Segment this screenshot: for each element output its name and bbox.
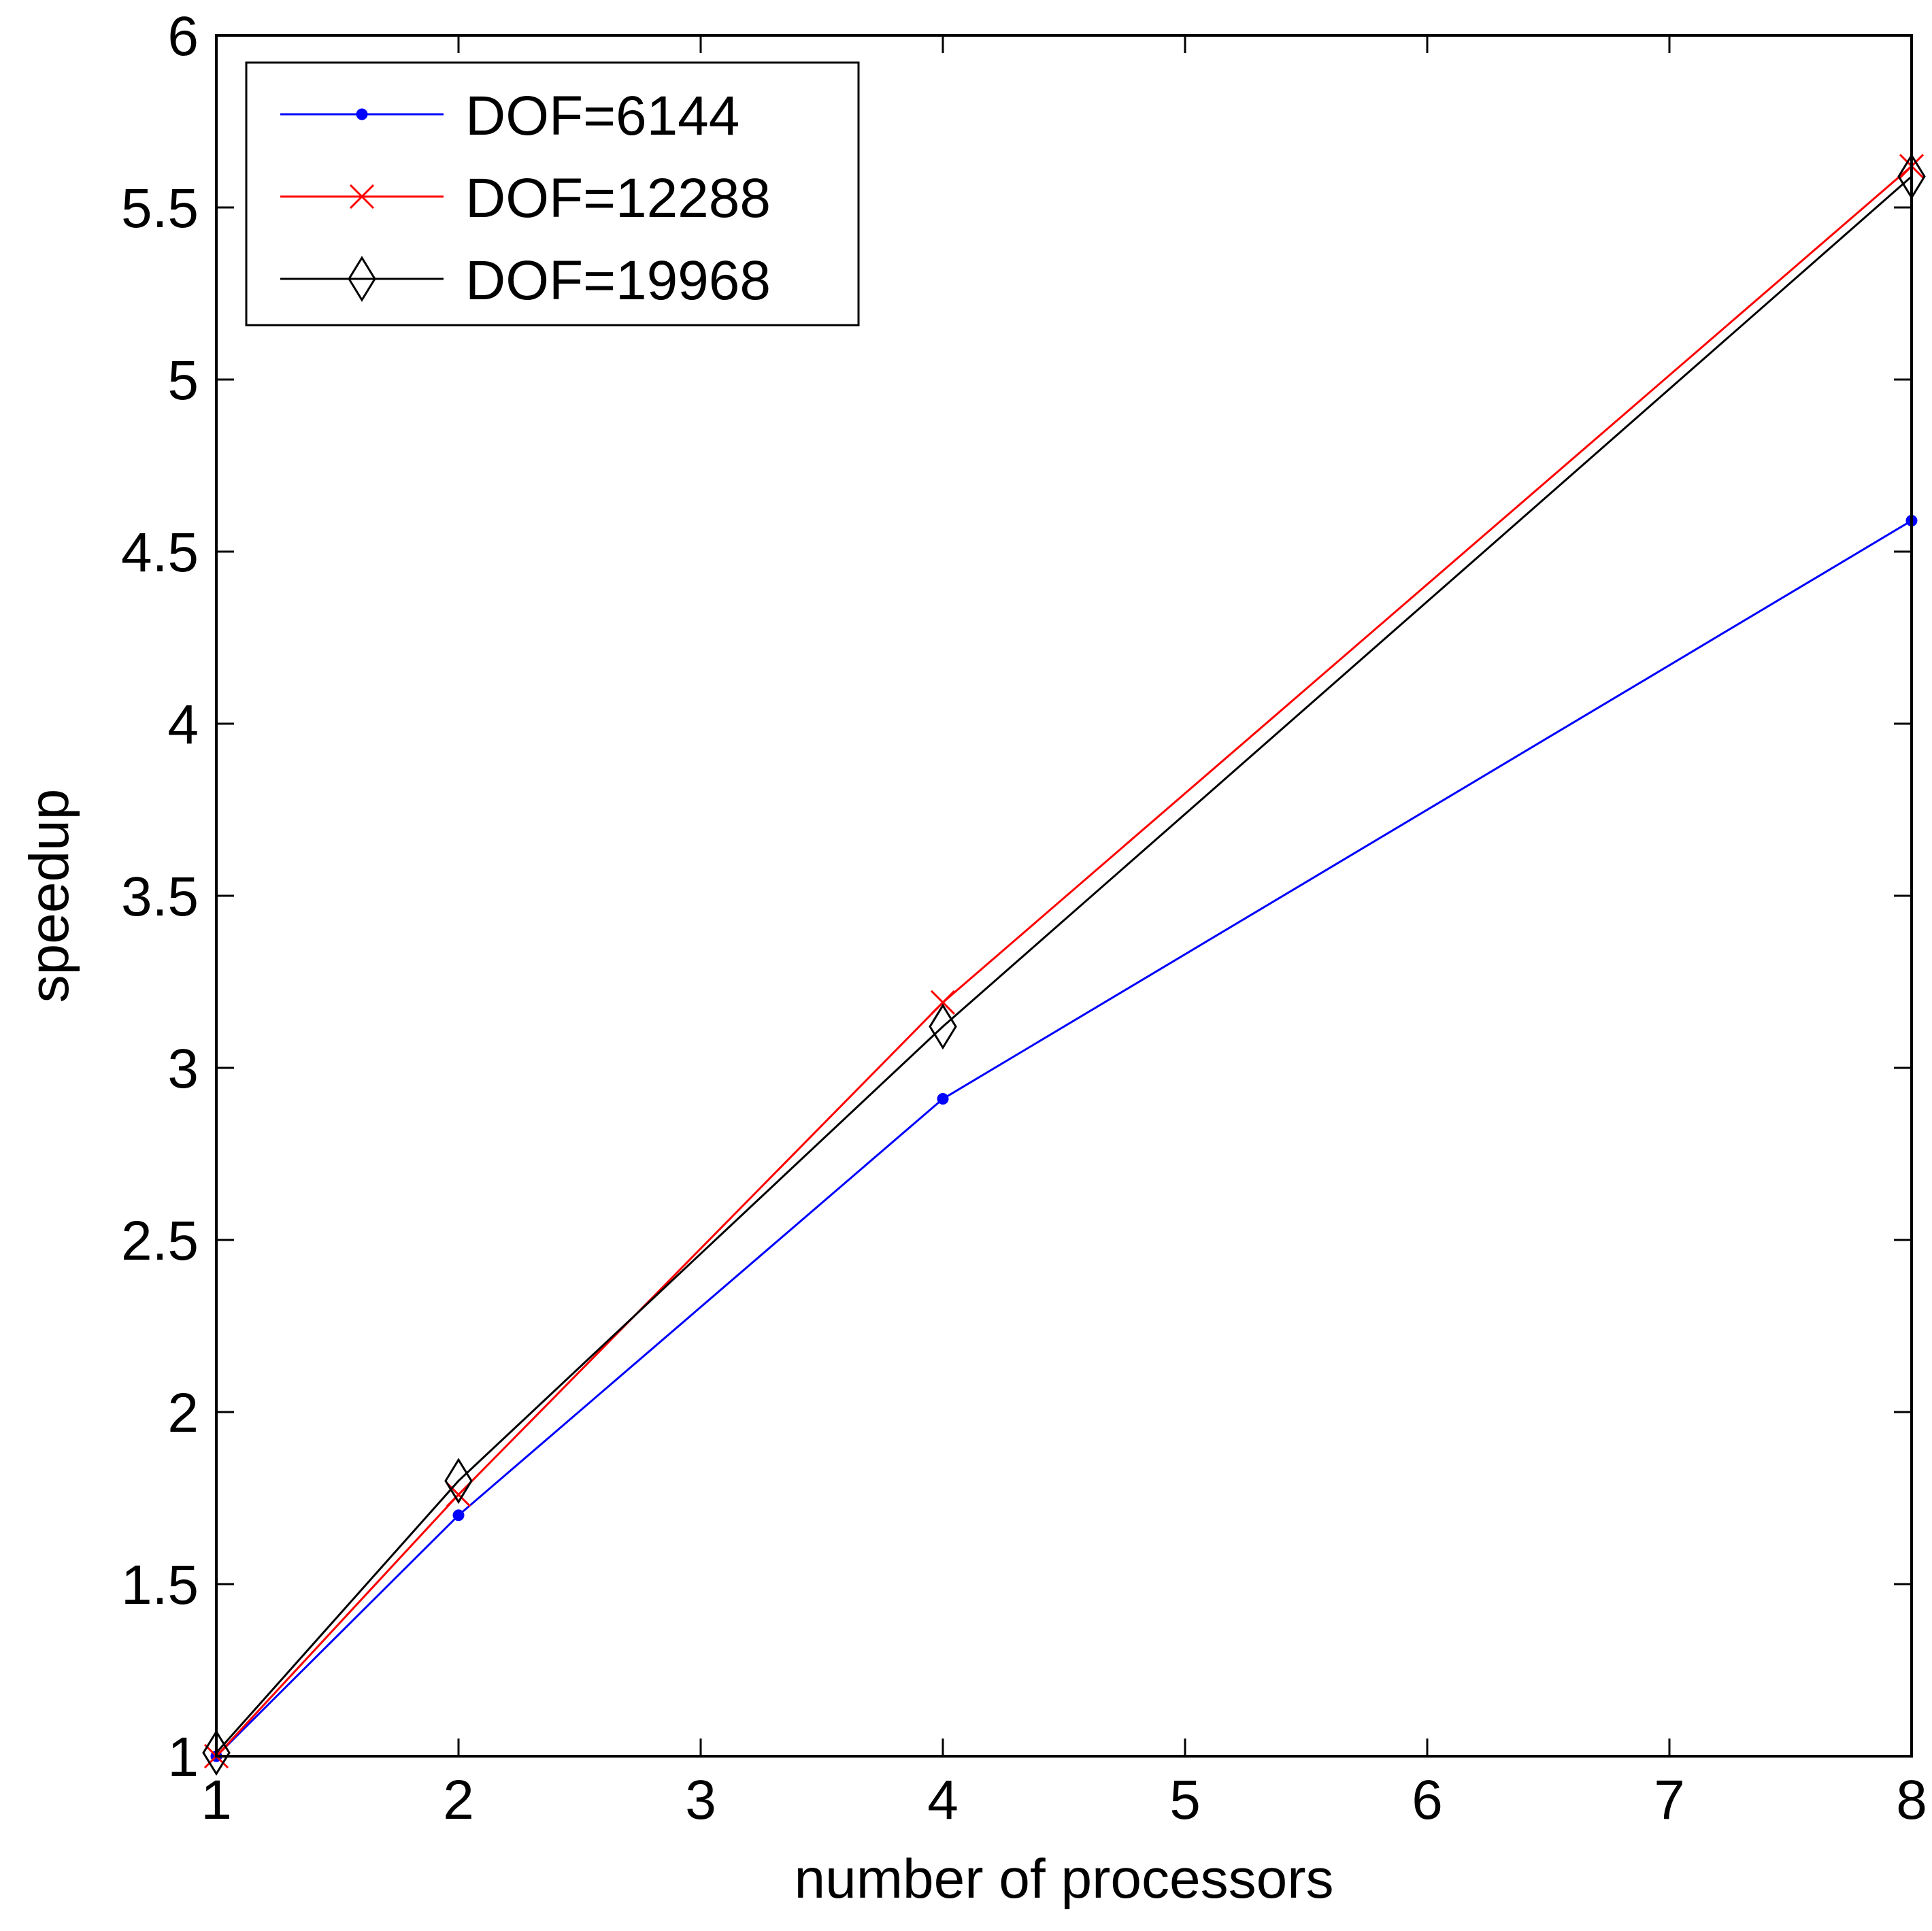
y-tick-label: 5.5 xyxy=(121,178,199,239)
legend-marker xyxy=(356,108,368,120)
y-tick-label: 4.5 xyxy=(121,522,199,584)
y-tick-label: 5 xyxy=(167,350,199,412)
data-point xyxy=(929,1003,957,1050)
legend-label: DOF=12288 xyxy=(465,167,771,229)
y-tick-label: 3.5 xyxy=(121,866,199,928)
series-line xyxy=(215,520,1912,1758)
legend-item: DOF=6144 xyxy=(280,85,739,147)
data-point xyxy=(937,1093,949,1105)
y-tick-label: 3 xyxy=(167,1038,199,1100)
y-tick-label: 6 xyxy=(167,5,199,67)
legend-label: DOF=6144 xyxy=(465,85,739,147)
legend-box xyxy=(245,61,860,326)
x-tick-label: 7 xyxy=(1654,1769,1685,1831)
y-tick-label: 1 xyxy=(167,1726,199,1788)
y-tick-label: 4 xyxy=(167,694,199,756)
axis-ticks: 1 2 3 4 5 6 7 8 1 1.5 2 2.5 3 3.5 4 4.5 5 5.5 6 xyxy=(121,5,1927,1831)
series-layer xyxy=(202,153,1926,1776)
y-tick-label: 2 xyxy=(167,1382,199,1444)
x-tick-label: 1 xyxy=(201,1769,232,1831)
x-tick-label: 2 xyxy=(443,1769,474,1831)
y-axis-label: speedup xyxy=(18,789,80,1003)
x-tick-label: 8 xyxy=(1896,1769,1927,1831)
y-tick-label: 1.5 xyxy=(121,1554,199,1616)
x-tick-label: 3 xyxy=(685,1769,716,1831)
series-line xyxy=(215,165,1912,1758)
x-tick-label: 4 xyxy=(927,1769,959,1831)
data-point xyxy=(444,1458,473,1505)
y-tick-label: 2.5 xyxy=(121,1210,199,1272)
series-line xyxy=(215,175,1912,1753)
legend-marker xyxy=(348,256,376,302)
x-tick-label: 6 xyxy=(1412,1769,1443,1831)
data-point xyxy=(202,1730,231,1776)
legend: DOF=6144 DOF=12288 DOF=19968 xyxy=(245,61,860,326)
data-point xyxy=(452,1509,465,1522)
x-tick-label: 5 xyxy=(1169,1769,1201,1831)
legend-item: DOF=19968 xyxy=(280,250,771,312)
data-point xyxy=(446,1482,471,1507)
legend-item: DOF=12288 xyxy=(280,167,771,229)
legend-marker xyxy=(349,184,375,209)
x-axis-label: number of processors xyxy=(794,1848,1333,1910)
data-point xyxy=(930,990,956,1015)
legend-label: DOF=19968 xyxy=(465,250,771,312)
